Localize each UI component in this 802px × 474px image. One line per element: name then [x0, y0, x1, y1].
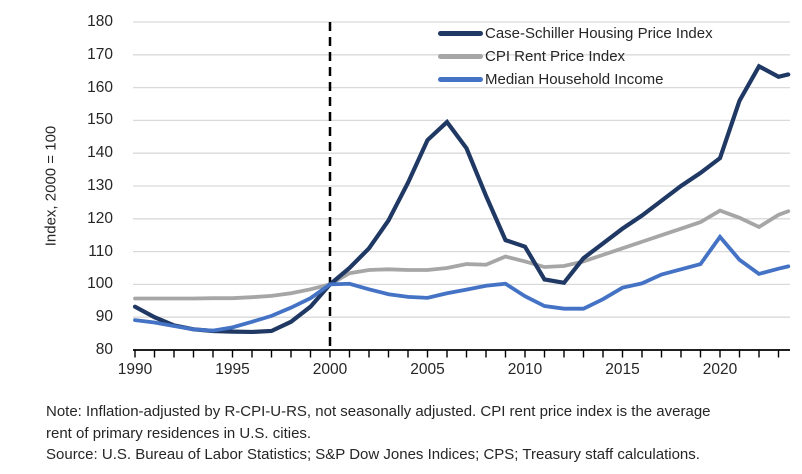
x-tick-label: 2015 — [605, 361, 640, 378]
y-tick-label: 100 — [87, 275, 113, 293]
y-axis-title: Index, 2000 = 100 — [42, 125, 60, 247]
legend-label-case-schiller: Case-Schiller Housing Price Index — [485, 25, 713, 42]
note-line-1: Note: Inflation-adjusted by R-CPI-U-RS, … — [46, 403, 711, 420]
series-line-case-schiller-housing-price-index — [132, 63, 791, 335]
legend-item-cpi-rent: CPI Rent Price Index — [438, 45, 713, 68]
y-tick-label: 130 — [87, 177, 113, 194]
legend-swatch-median-income — [438, 77, 483, 82]
x-tick-label: 2005 — [410, 361, 445, 378]
legend: Case-Schiller Housing Price Index CPI Re… — [438, 22, 713, 91]
source-line: Source: U.S. Bureau of Labor Statistics;… — [46, 446, 700, 463]
legend-label-median-income: Median Household Income — [485, 71, 664, 88]
note-line-2: rent of primary residences in U.S. citie… — [46, 424, 312, 442]
y-tick-label: 160 — [87, 78, 113, 96]
legend-item-case-schiller: Case-Schiller Housing Price Index — [438, 22, 713, 45]
y-tick-label: 150 — [87, 111, 113, 129]
legend-label-cpi-rent: CPI Rent Price Index — [485, 48, 626, 65]
y-tick-label: 170 — [87, 45, 113, 63]
legend-item-median-income: Median Household Income — [438, 68, 713, 91]
x-tick-label: 2000 — [312, 361, 348, 378]
x-axis — [133, 349, 790, 358]
chart-notes: Note: Inflation-adjusted by R-CPI-U-RS, … — [46, 401, 786, 466]
x-tick-label: 1995 — [215, 361, 250, 378]
series-line-cpi-rent-price-index — [133, 208, 791, 301]
x-tick-label: 1990 — [117, 361, 153, 378]
y-tick-label: 120 — [87, 209, 113, 227]
x-tick-label: 2020 — [702, 361, 738, 378]
chart-plot-area — [132, 21, 791, 358]
y-tick-label: 140 — [87, 144, 113, 162]
y-tick-label: 80 — [95, 341, 113, 358]
y-tick-label: 110 — [88, 242, 113, 260]
y-tick-label: 180 — [87, 13, 113, 30]
series-lines — [132, 63, 791, 335]
y-tick-label: 90 — [95, 308, 113, 326]
x-tick-label: 2010 — [507, 361, 543, 378]
series-line-median-household-income — [133, 233, 791, 333]
legend-swatch-case-schiller — [438, 30, 483, 37]
legend-swatch-cpi-rent — [438, 54, 483, 59]
